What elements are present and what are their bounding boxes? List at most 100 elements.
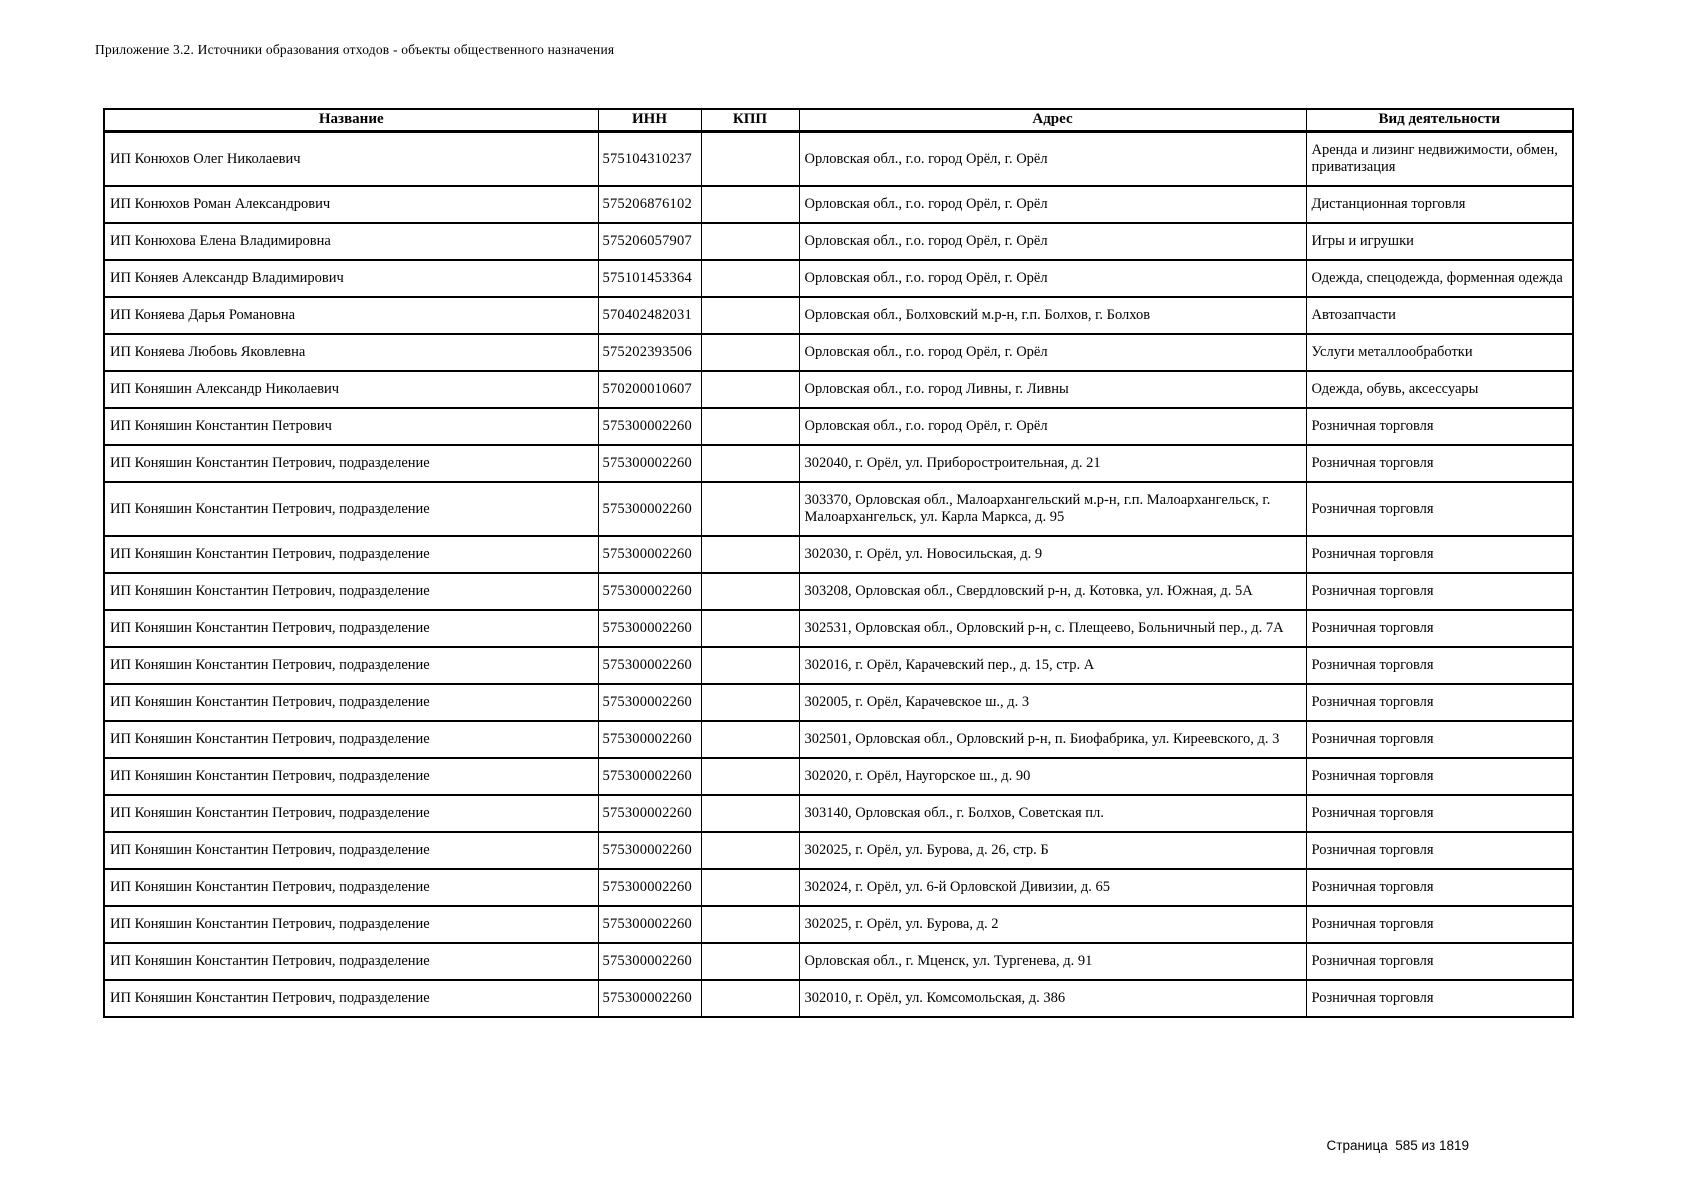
activity-cell: Розничная торговля [1305, 905, 1574, 944]
kpp-cell [700, 794, 800, 833]
name-cell: ИП Коняшин Константин Петрович, подразде… [103, 794, 599, 833]
kpp-cell [700, 646, 800, 685]
name-cell: ИП Коняшин Константин Петрович, подразде… [103, 572, 599, 611]
activity-cell: Розничная торговля [1305, 535, 1574, 574]
address-cell: 303140, Орловская обл., г. Болхов, Совет… [798, 794, 1307, 833]
kpp-cell [700, 185, 800, 224]
name-cell: ИП Коняшин Константин Петрович, подразде… [103, 481, 599, 537]
activity-cell: Розничная торговля [1305, 572, 1574, 611]
activity-cell: Услуги металлообработки [1305, 333, 1574, 372]
inn-cell: 575101453364 [597, 259, 702, 298]
address-cell: Орловская обл., г.о. город Орёл, г. Орёл [798, 259, 1307, 298]
table-row: ИП Коняшин Константин Петрович, подразде… [103, 905, 1574, 944]
name-cell: ИП Конюхов Роман Александрович [103, 185, 599, 224]
name-cell: ИП Коняшин Константин Петрович, подразде… [103, 535, 599, 574]
inn-cell: 575300002260 [597, 831, 702, 870]
table-row: ИП Коняшин Константин Петрович, подразде… [103, 868, 1574, 907]
inn-cell: 575104310237 [597, 130, 702, 187]
address-cell: 302040, г. Орёл, ул. Приборостроительная… [798, 444, 1307, 483]
inn-cell: 575206057907 [597, 222, 702, 261]
kpp-cell [700, 535, 800, 574]
kpp-cell [700, 333, 800, 372]
inn-cell: 575300002260 [597, 572, 702, 611]
name-cell: ИП Коняшин Константин Петрович, подразде… [103, 831, 599, 870]
table-row: ИП Коняшин Константин Петрович, подразде… [103, 794, 1574, 833]
inn-cell: 575300002260 [597, 979, 702, 1018]
inn-cell: 575300002260 [597, 535, 702, 574]
activity-cell: Розничная торговля [1305, 646, 1574, 685]
inn-cell: 575202393506 [597, 333, 702, 372]
name-cell: ИП Конюхова Елена Владимировна [103, 222, 599, 261]
inn-cell: 575300002260 [597, 868, 702, 907]
header-cell-name: Название [103, 108, 599, 133]
kpp-cell [700, 979, 800, 1018]
header-cell-activity: Вид деятельности [1305, 108, 1574, 133]
kpp-cell [700, 407, 800, 446]
name-cell: ИП Коняшин Константин Петрович, подразде… [103, 609, 599, 648]
inn-cell: 575300002260 [597, 444, 702, 483]
table-row: ИП Коняшин Константин Петрович, подразде… [103, 609, 1574, 648]
inn-cell: 570200010607 [597, 370, 702, 409]
address-cell: 302025, г. Орёл, ул. Бурова, д. 2 [798, 905, 1307, 944]
header-cell-kpp: КПП [700, 108, 800, 133]
kpp-cell [700, 259, 800, 298]
inn-cell: 575300002260 [597, 757, 702, 796]
table-row: ИП Коняшин Константин Петрович, подразде… [103, 481, 1574, 537]
activity-cell: Розничная торговля [1305, 979, 1574, 1018]
address-cell: 302501, Орловская обл., Орловский р-н, п… [798, 720, 1307, 759]
address-cell: 302010, г. Орёл, ул. Комсомольская, д. 3… [798, 979, 1307, 1018]
kpp-cell [700, 130, 800, 187]
activity-cell: Розничная торговля [1305, 868, 1574, 907]
address-cell: 302030, г. Орёл, ул. Новосильская, д. 9 [798, 535, 1307, 574]
name-cell: ИП Коняшин Константин Петрович, подразде… [103, 720, 599, 759]
activity-cell: Розничная торговля [1305, 831, 1574, 870]
address-cell: Орловская обл., г.о. город Орёл, г. Орёл [798, 333, 1307, 372]
table-row: ИП Коняшин Константин Петрович, подразде… [103, 572, 1574, 611]
inn-cell: 575300002260 [597, 683, 702, 722]
activity-cell: Розничная торговля [1305, 609, 1574, 648]
kpp-cell [700, 296, 800, 335]
activity-cell: Игры и игрушки [1305, 222, 1574, 261]
table-row: ИП Конюхов Олег Николаевич 575104310237 … [103, 130, 1574, 187]
kpp-cell [700, 683, 800, 722]
table-row: ИП Коняшин Константин Петрович, подразде… [103, 444, 1574, 483]
table-row: ИП Конюхова Елена Владимировна 575206057… [103, 222, 1574, 261]
name-cell: ИП Коняшин Константин Петрович, подразде… [103, 444, 599, 483]
table-row: ИП Коняева Любовь Яковлевна 575202393506… [103, 333, 1574, 372]
name-cell: ИП Коняшин Константин Петрович, подразде… [103, 979, 599, 1018]
activity-cell: Аренда и лизинг недвижимости, обмен, при… [1305, 130, 1574, 187]
name-cell: ИП Коняев Александр Владимирович [103, 259, 599, 298]
kpp-cell [700, 868, 800, 907]
address-cell: Орловская обл., г. Мценск, ул. Тургенева… [798, 942, 1307, 981]
table-row: ИП Коняшин Константин Петрович, подразде… [103, 720, 1574, 759]
name-cell: ИП Коняшин Константин Петрович, подразде… [103, 646, 599, 685]
address-cell: 303370, Орловская обл., Малоархангельски… [798, 481, 1307, 537]
address-cell: 302024, г. Орёл, ул. 6-й Орловской Дивиз… [798, 868, 1307, 907]
kpp-cell [700, 905, 800, 944]
name-cell: ИП Конюхов Олег Николаевич [103, 130, 599, 187]
address-cell: Орловская обл., г.о. город Орёл, г. Орёл [798, 222, 1307, 261]
address-cell: Орловская обл., г.о. город Орёл, г. Орёл [798, 185, 1307, 224]
table-row: ИП Коняшин Константин Петрович, подразде… [103, 831, 1574, 870]
activity-cell: Розничная торговля [1305, 794, 1574, 833]
activity-cell: Розничная торговля [1305, 942, 1574, 981]
activity-cell: Розничная торговля [1305, 481, 1574, 537]
address-cell: 302005, г. Орёл, Карачевское ш., д. 3 [798, 683, 1307, 722]
address-cell: Орловская обл., г.о. город Ливны, г. Лив… [798, 370, 1307, 409]
table-row: ИП Коняшин Константин Петрович, подразде… [103, 757, 1574, 796]
address-cell: Орловская обл., г.о. город Орёл, г. Орёл [798, 407, 1307, 446]
kpp-cell [700, 222, 800, 261]
address-cell: 302531, Орловская обл., Орловский р-н, с… [798, 609, 1307, 648]
table-row: ИП Коняшин Константин Петрович, подразде… [103, 535, 1574, 574]
name-cell: ИП Коняшин Константин Петрович, подразде… [103, 942, 599, 981]
name-cell: ИП Коняева Дарья Романовна [103, 296, 599, 335]
table-row: ИП Коняев Александр Владимирович 5751014… [103, 259, 1574, 298]
name-cell: ИП Коняшин Александр Николаевич [103, 370, 599, 409]
inn-cell: 575206876102 [597, 185, 702, 224]
address-cell: 303208, Орловская обл., Свердловский р-н… [798, 572, 1307, 611]
table-row: ИП Коняшин Константин Петрович, подразде… [103, 646, 1574, 685]
page-footer: Страница 585 из 1819 [1326, 1138, 1469, 1153]
table-row: ИП Коняшин Константин Петрович, подразде… [103, 979, 1574, 1018]
name-cell: ИП Коняева Любовь Яковлевна [103, 333, 599, 372]
